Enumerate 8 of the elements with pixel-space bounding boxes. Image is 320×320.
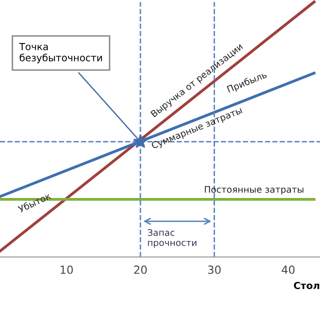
x-tick-label: 40	[282, 266, 295, 274]
annotation: Постоянные затраты	[204, 186, 304, 195]
x-tick-label: 10	[60, 266, 73, 274]
annotation: Точка безубыточности	[19, 43, 102, 64]
x-tick-label: 20	[134, 266, 147, 274]
x-tick-label: 30	[208, 266, 221, 274]
annotation: Запас прочности	[148, 229, 196, 248]
x-axis-title: Стол	[294, 282, 320, 290]
